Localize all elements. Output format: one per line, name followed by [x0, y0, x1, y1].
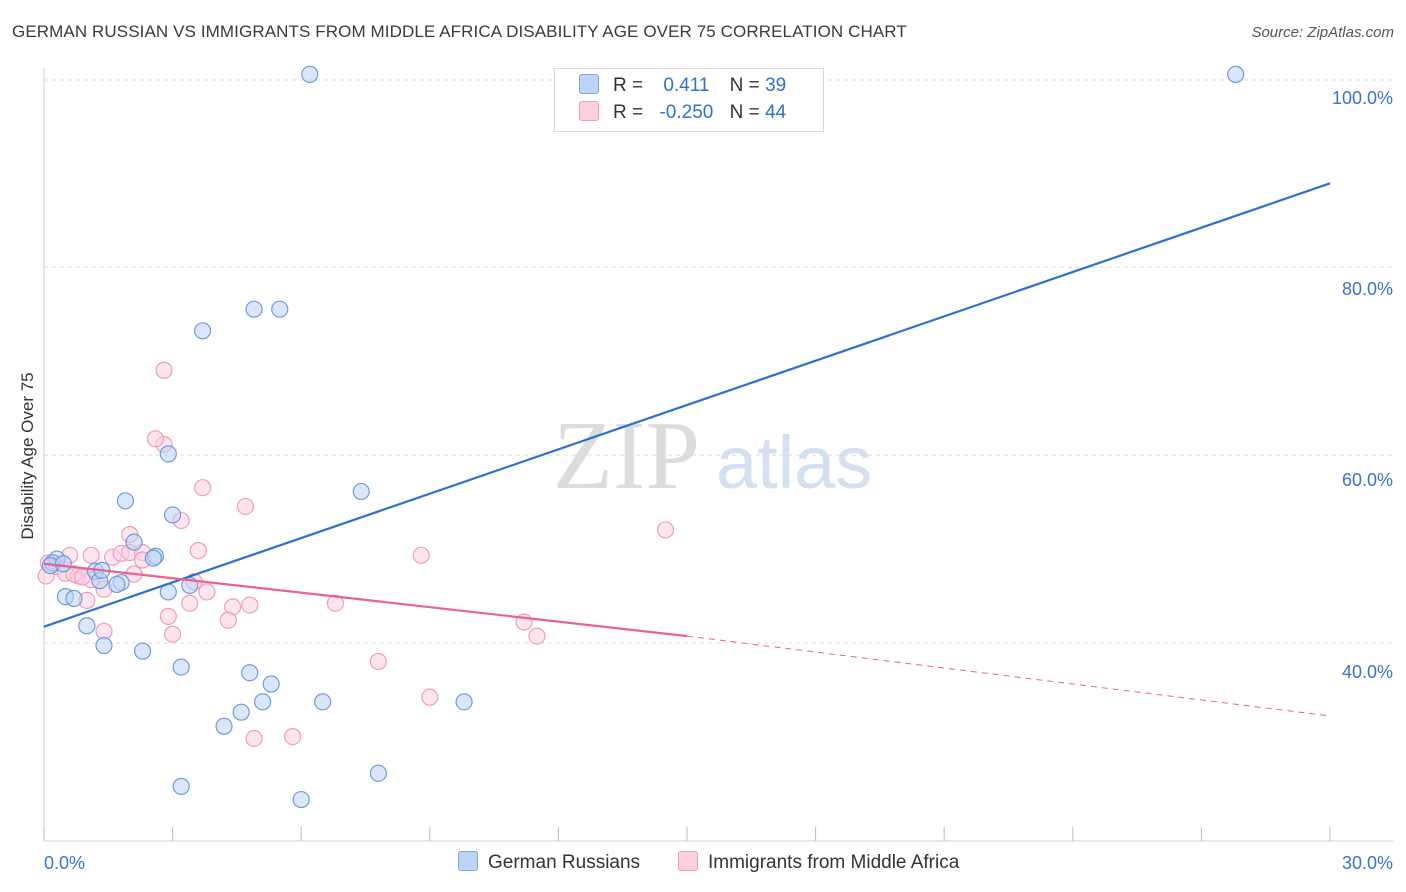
bottom-legend-swatch-pink — [678, 851, 698, 871]
legend-n-value: 44 — [765, 102, 787, 123]
legend-r-value: 0.411 — [663, 75, 710, 96]
axis-labels: 100.0% 80.0% 60.0% 40.0% 0.0% 30.0% — [44, 88, 1393, 873]
trend-line-immigrants — [43, 562, 688, 638]
data-point-german-russians — [194, 322, 212, 340]
data-point-immigrants — [181, 594, 199, 612]
data-point-german-russians — [262, 675, 280, 693]
trend-line-german-russians — [43, 182, 1331, 628]
data-point-german-russians — [78, 617, 96, 635]
data-point-german-russians — [369, 764, 387, 782]
source-credit: Source: ZipAtlas.com — [1251, 24, 1394, 41]
data-point-german-russians — [172, 658, 190, 676]
legend-n-label: N = — [729, 75, 760, 96]
data-point-german-russians — [314, 693, 332, 711]
data-point-german-russians — [301, 65, 319, 83]
correlation-legend: R = 0.411 N = 39 R = -0.250 N = 44 — [554, 68, 824, 132]
bottom-legend-german-russians: German Russians — [458, 851, 640, 874]
y-axis-label: Disability Age Over 75 — [18, 372, 37, 539]
legend-row-immigrants-middle-africa: R = -0.250 N = 44 — [579, 101, 786, 127]
data-point-immigrants — [412, 546, 430, 564]
data-point-immigrants — [245, 729, 263, 748]
data-point-immigrants — [198, 583, 216, 601]
data-point-immigrants — [528, 627, 546, 645]
data-point-immigrants — [164, 625, 182, 643]
bottom-legend-label: Immigrants from Middle Africa — [708, 852, 960, 873]
grid-lines — [44, 79, 1393, 644]
data-point-german-russians — [65, 589, 83, 608]
data-point-german-russians — [232, 703, 250, 721]
y-tick-label: 80.0% — [1342, 279, 1393, 299]
legend-swatch-pink — [579, 101, 599, 121]
data-point-german-russians — [108, 575, 126, 594]
data-point-immigrants — [219, 611, 237, 629]
watermark-atlas: atlas — [716, 421, 872, 504]
data-point-german-russians — [54, 555, 72, 573]
y-tick-label: 40.0% — [1342, 662, 1393, 682]
data-point-immigrants — [284, 728, 302, 746]
data-point-immigrants — [189, 542, 207, 560]
data-point-german-russians — [292, 790, 310, 809]
data-point-immigrants — [82, 546, 100, 564]
watermark-zip: ZIP — [553, 402, 700, 510]
data-point-german-russians — [241, 664, 259, 682]
bottom-legend-label: German Russians — [488, 852, 641, 873]
legend-r-label: R = — [613, 102, 644, 123]
y-tick-label: 100.0% — [1332, 88, 1393, 108]
chart-title: GERMAN RUSSIAN VS IMMIGRANTS FROM MIDDLE… — [12, 22, 907, 41]
data-point-german-russians — [95, 636, 113, 655]
trend-lines — [43, 182, 1331, 717]
data-point-immigrants — [421, 688, 439, 706]
legend-n-label: N = — [729, 102, 760, 123]
axes — [43, 68, 1393, 842]
data-point-german-russians — [271, 300, 289, 318]
data-point-german-russians — [125, 533, 143, 551]
data-point-german-russians — [1227, 65, 1245, 83]
data-point-german-russians — [352, 482, 370, 501]
y-tick-label: 60.0% — [1342, 470, 1393, 490]
data-point-immigrants — [194, 479, 212, 497]
x-tick-label: 30.0% — [1342, 853, 1393, 873]
data-point-german-russians — [455, 693, 473, 711]
data-point-german-russians — [159, 445, 177, 463]
data-point-immigrants — [326, 594, 345, 612]
data-point-german-russians — [164, 506, 182, 524]
data-point-german-russians — [215, 717, 233, 735]
x-tick-label: 0.0% — [44, 853, 85, 873]
axis-ticks — [43, 827, 1331, 841]
data-point-german-russians — [254, 693, 272, 711]
data-point-immigrants — [241, 596, 259, 614]
legend-row-german-russians: R = 0.411 N = 39 — [579, 74, 786, 100]
data-point-immigrants — [155, 361, 173, 379]
legend-swatch-blue — [579, 74, 599, 94]
data-point-immigrants — [146, 430, 165, 448]
series-german-russians-points — [41, 65, 1245, 809]
data-point-german-russians — [133, 642, 152, 660]
data-point-immigrants — [236, 497, 255, 516]
data-point-immigrants — [369, 652, 387, 671]
legend-r-label: R = — [613, 75, 644, 96]
legend-r-value: -0.250 — [659, 102, 714, 123]
data-point-german-russians — [245, 300, 263, 318]
bottom-legend-immigrants: Immigrants from Middle Africa — [678, 851, 959, 874]
trend-line-immigrants — [686, 635, 1331, 717]
data-point-german-russians — [116, 492, 135, 510]
data-point-immigrants — [159, 607, 177, 625]
data-point-german-russians — [144, 549, 162, 567]
data-point-immigrants — [656, 521, 675, 539]
watermark: ZIP atlas — [553, 402, 872, 510]
legend-n-value: 39 — [765, 75, 787, 96]
data-point-german-russians — [172, 777, 190, 795]
bottom-legend-swatch-blue — [458, 851, 478, 871]
